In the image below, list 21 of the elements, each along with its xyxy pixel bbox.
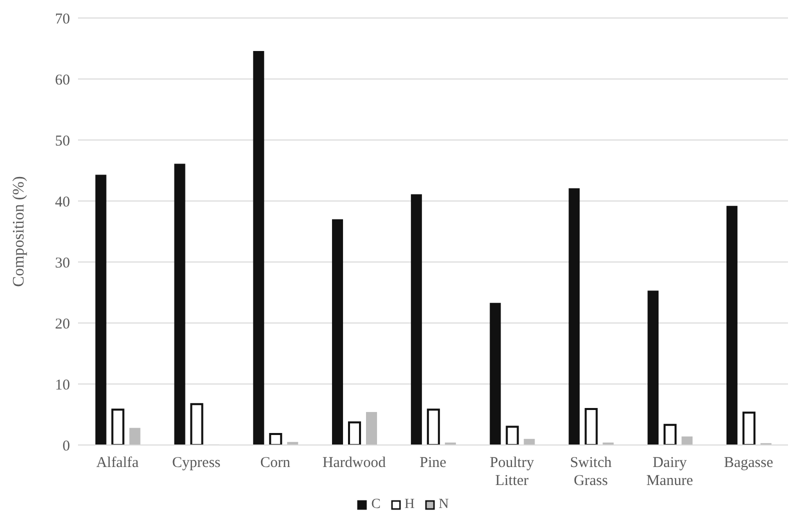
x-tick-label: Pine xyxy=(420,455,447,471)
y-tick-label: 0 xyxy=(62,438,70,454)
x-tick-label: Corn xyxy=(260,455,291,471)
y-tick-label: 40 xyxy=(55,194,70,210)
legend-label: H xyxy=(404,497,415,513)
y-axis-title: Composition (%) xyxy=(10,176,28,287)
y-tick-label: 20 xyxy=(55,316,70,332)
x-tick-label: Dairy Manure xyxy=(646,455,694,489)
legend-label: C xyxy=(370,497,381,513)
x-tick-label: Alfalfa xyxy=(96,455,140,471)
y-tick-label: 60 xyxy=(55,72,70,88)
x-tick-label: Bagasse xyxy=(724,455,774,471)
y-tick-label: 70 xyxy=(55,11,70,28)
x-tick-label: Hardwood xyxy=(322,455,386,471)
y-tick-label: 30 xyxy=(55,255,70,272)
legend-label: N xyxy=(438,497,449,513)
x-tick-label: Poultry Litter xyxy=(490,455,534,489)
y-tick-label: 50 xyxy=(55,133,70,150)
x-tick-label: Switch Grass xyxy=(570,455,612,489)
y-tick-label: 10 xyxy=(55,377,70,394)
x-tick-label: Cypress xyxy=(172,455,221,471)
